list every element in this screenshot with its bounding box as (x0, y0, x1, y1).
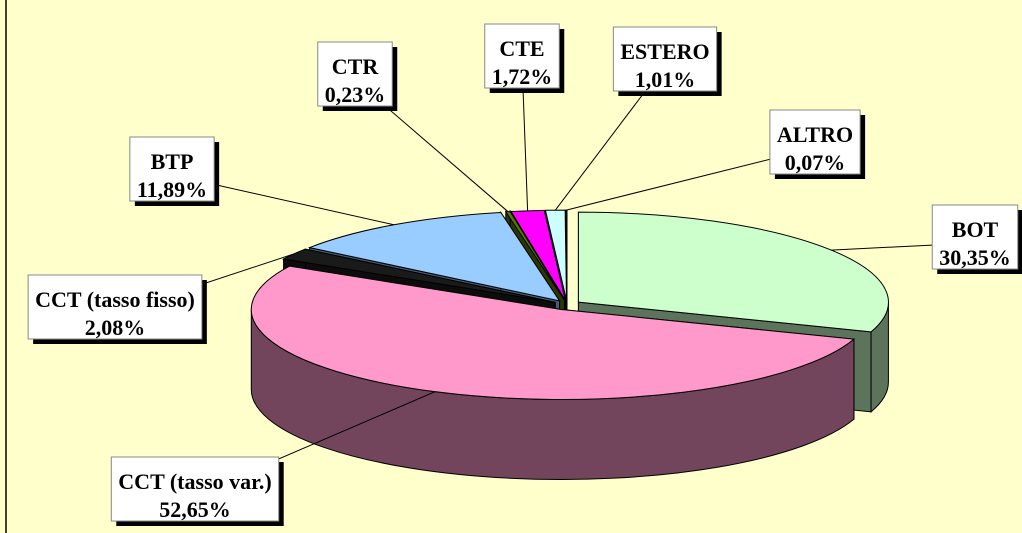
label-value: 0,07% (785, 150, 846, 175)
data-label: CTR 0,23% (317, 41, 398, 111)
label-box (129, 136, 215, 202)
slice (510, 209, 566, 301)
data-label: CCT (tasso fisso) 2,08% (27, 274, 207, 344)
label-box (27, 274, 203, 340)
label-value: 11,89% (137, 177, 207, 202)
data-label: ESTERO 1,01% (612, 26, 722, 96)
label-value: 52,65% (159, 497, 231, 522)
label-box (317, 41, 393, 107)
data-label: CTE 1,72% (484, 23, 565, 93)
label-category: BTP (151, 149, 194, 174)
data-label: ALTRO 0,07% (769, 109, 866, 179)
label-category: CCT (tasso fisso) (35, 287, 195, 312)
data-label: BOT 30,35% (931, 204, 1022, 274)
pie (250, 209, 889, 480)
slice (250, 265, 856, 400)
data-label: CCT (tasso var.) 52,65% (110, 456, 284, 526)
label-box (110, 456, 280, 522)
label-box (612, 26, 718, 92)
label-category: ALTRO (777, 122, 853, 147)
label-category: ESTERO (620, 39, 709, 64)
label-category: CTE (499, 36, 544, 61)
slice (577, 211, 889, 333)
label-value: 1,01% (635, 67, 696, 92)
label-value: 0,23% (325, 82, 386, 107)
label-value: 2,08% (85, 315, 146, 340)
data-label: BTP 11,89% (129, 136, 220, 206)
label-box (484, 23, 560, 89)
label-value: 1,72% (492, 64, 553, 89)
label-category: CTR (332, 54, 380, 79)
label-category: BOT (952, 217, 999, 242)
label-value: 30,35% (939, 245, 1011, 270)
label-category: CCT (tasso var.) (118, 469, 271, 494)
label-box (931, 204, 1019, 270)
label-box (769, 109, 861, 175)
